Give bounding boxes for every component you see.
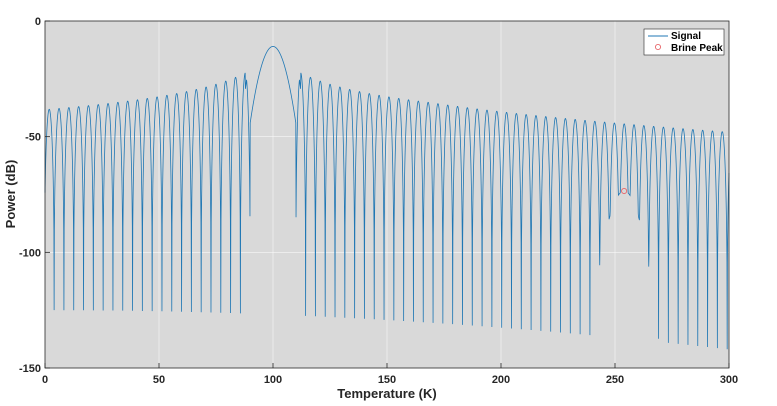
y-axis-label: Power (dB) [3,160,18,229]
x-tick-label: 150 [378,374,396,386]
legend-brine-peak-swatch [654,43,662,51]
x-tick-label: 0 [42,374,48,386]
x-axis-label: Temperature (K) [337,386,436,401]
signal-line [44,46,730,350]
y-tick-label: 0 [35,16,41,28]
y-axis-ticks: 0 -50 -100 -150 [19,16,50,375]
y-tick-label: -100 [19,247,41,259]
x-tick-label: 200 [492,374,510,386]
x-axis-ticks: 0 50 100 150 200 250 300 [42,363,738,386]
x-tick-label: 250 [606,374,624,386]
y-tick-label: -150 [19,363,41,375]
marker-layer [621,187,628,195]
signal-layer [44,46,730,350]
x-tick-label: 100 [264,374,282,386]
legend: Signal Brine Peak [643,28,725,56]
brine-peak-marker [621,187,628,195]
x-tick-label: 300 [720,374,738,386]
legend-box [643,28,725,56]
legend-signal-label: Signal [671,31,701,42]
x-tick-label: 50 [153,374,165,386]
legend-brine-peak-label: Brine Peak [671,43,723,54]
y-tick-label: -50 [25,132,41,144]
